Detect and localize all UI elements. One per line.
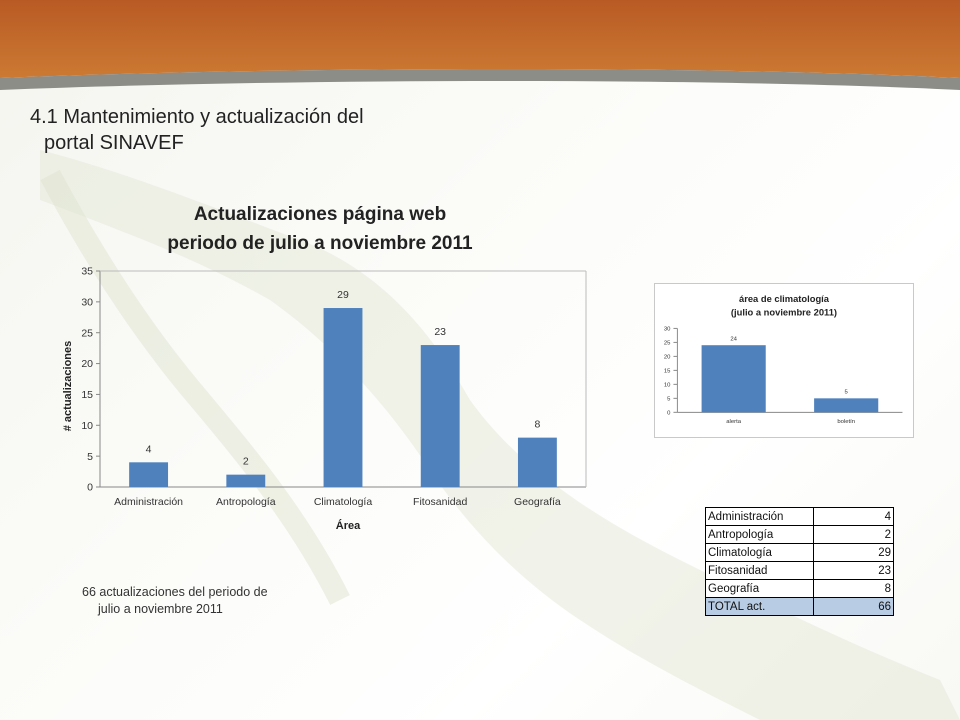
main-bar [226,474,266,487]
main-category-label: Administración [114,496,183,508]
table-row: Fitosanidad 23 [705,561,894,580]
summary-note: 66 actualizaciones del periodo de julio … [82,584,322,618]
chart-title-line1: Actualizaciones página web [194,204,446,225]
main-category-label: Fitosanidad [413,496,467,508]
main-bar [129,462,169,487]
main-category-label: Climatología [314,496,373,508]
table-cell-count: 4 [813,507,894,526]
table-cell-area: Fitosanidad [705,561,814,580]
table-cell-count: 29 [813,543,894,562]
table-cell-area: Geografía [705,579,814,598]
table-row: Administración 4 [705,507,894,526]
inset-y-tick-label: 10 [664,382,671,388]
main-bar [420,345,460,487]
main-category-label: Geografía [514,496,561,508]
table-row: Geografía 8 [705,579,894,598]
main-y-tick-label: 20 [81,358,93,370]
main-data-label: 2 [243,456,249,468]
table-cell-area: TOTAL act. [705,597,814,616]
table-cell-count: 66 [813,597,894,616]
main-y-tick-label: 15 [81,389,93,401]
inset-bar [701,345,766,413]
summary-table-body: Administración 4 Antropología 2 Climatología… [705,507,894,616]
main-category-label: Antropología [216,496,276,508]
inset-title-line2: (julio a noviembre 2011) [731,308,837,318]
table-cell-area: Administración [705,507,814,526]
table-cell-area: Antropología [705,525,814,544]
inset-data-label: 5 [845,389,849,395]
y-axis-label: # actualizaciones [62,341,74,432]
main-y-tick-label: 5 [87,451,93,463]
inset-y-tick-label: 0 [667,410,671,416]
inset-y-tick-label: 5 [667,396,671,402]
main-data-label: 8 [534,419,540,431]
summary-table: Administración 4 Antropología 2 Climatología… [705,507,894,616]
main-bar-chart: Actualizaciones página web periodo de ju… [62,204,587,532]
slide-title: 4.1 Mantenimiento y actualización del po… [30,104,470,156]
header-banner [0,0,960,90]
main-y-tick-label: 35 [81,266,93,278]
inset-data-label: 24 [730,336,737,342]
inset-y-tick-label: 30 [664,326,671,332]
table-cell-count: 23 [813,561,894,580]
inset-title-line1: área de climatología [739,294,830,304]
table-cell-count: 2 [813,525,894,544]
chart-title-line2: periodo de julio a noviembre 2011 [167,233,473,254]
main-y-tick-label: 0 [87,482,93,494]
table-cell-area: Climatología [705,543,814,562]
slide-title-line2: portal SINAVEF [44,132,184,154]
main-y-tick-label: 10 [81,420,93,432]
inset-category-label: boletín [837,419,855,425]
main-y-tick-label: 30 [81,297,93,309]
main-data-label: 23 [434,326,446,338]
table-cell-count: 8 [813,579,894,598]
x-axis-label: Área [336,519,361,532]
inset-y-tick-label: 25 [664,340,671,346]
inset-y-tick-label: 15 [664,368,671,374]
table-row: Climatología 29 [705,543,894,562]
main-data-label: 4 [146,443,152,455]
inset-bar [814,398,879,413]
inset-y-tick-label: 20 [664,354,671,360]
inset-plot-area: 0 5 10 15 20 25 30 24 alerta 5 boletín [664,326,903,425]
inset-category-label: alerta [726,419,741,425]
main-plot-area: 0 5 10 15 20 25 30 35 4 Administración 2 Antropolog… [81,266,587,508]
table-row: Antropología 2 [705,525,894,544]
summary-note-line1: 66 actualizaciones del periodo de [82,585,268,599]
table-row: TOTAL act. 66 [705,597,894,616]
main-bar [517,437,557,487]
main-y-tick-label: 25 [81,327,93,339]
inset-bar-chart: área de climatología (julio a noviembre … [654,283,914,438]
main-bar [323,308,363,487]
slide-title-line1: 4.1 Mantenimiento y actualización del [30,106,364,128]
summary-note-line2: julio a noviembre 2011 [98,602,223,616]
main-data-label: 29 [337,289,349,301]
